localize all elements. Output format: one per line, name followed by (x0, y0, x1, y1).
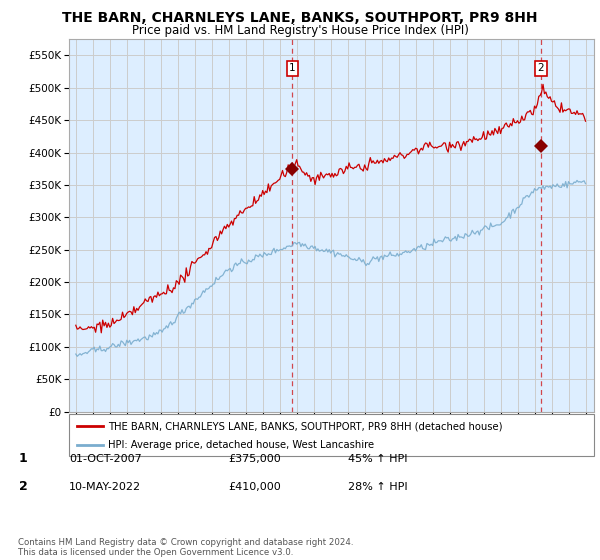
Text: 45% ↑ HPI: 45% ↑ HPI (348, 454, 407, 464)
Text: 2: 2 (19, 480, 28, 493)
Text: 28% ↑ HPI: 28% ↑ HPI (348, 482, 407, 492)
Text: Price paid vs. HM Land Registry's House Price Index (HPI): Price paid vs. HM Land Registry's House … (131, 24, 469, 36)
Text: 10-MAY-2022: 10-MAY-2022 (69, 482, 141, 492)
Text: Contains HM Land Registry data © Crown copyright and database right 2024.
This d: Contains HM Land Registry data © Crown c… (18, 538, 353, 557)
Text: 1: 1 (19, 452, 28, 465)
Text: £375,000: £375,000 (228, 454, 281, 464)
Text: HPI: Average price, detached house, West Lancashire: HPI: Average price, detached house, West… (109, 440, 374, 450)
Text: 1: 1 (289, 63, 296, 73)
Text: THE BARN, CHARNLEYS LANE, BANKS, SOUTHPORT, PR9 8HH (detached house): THE BARN, CHARNLEYS LANE, BANKS, SOUTHPO… (109, 421, 503, 431)
FancyBboxPatch shape (69, 414, 594, 456)
Text: 2: 2 (538, 63, 544, 73)
Text: £410,000: £410,000 (228, 482, 281, 492)
Text: THE BARN, CHARNLEYS LANE, BANKS, SOUTHPORT, PR9 8HH: THE BARN, CHARNLEYS LANE, BANKS, SOUTHPO… (62, 11, 538, 25)
Text: 01-OCT-2007: 01-OCT-2007 (69, 454, 142, 464)
